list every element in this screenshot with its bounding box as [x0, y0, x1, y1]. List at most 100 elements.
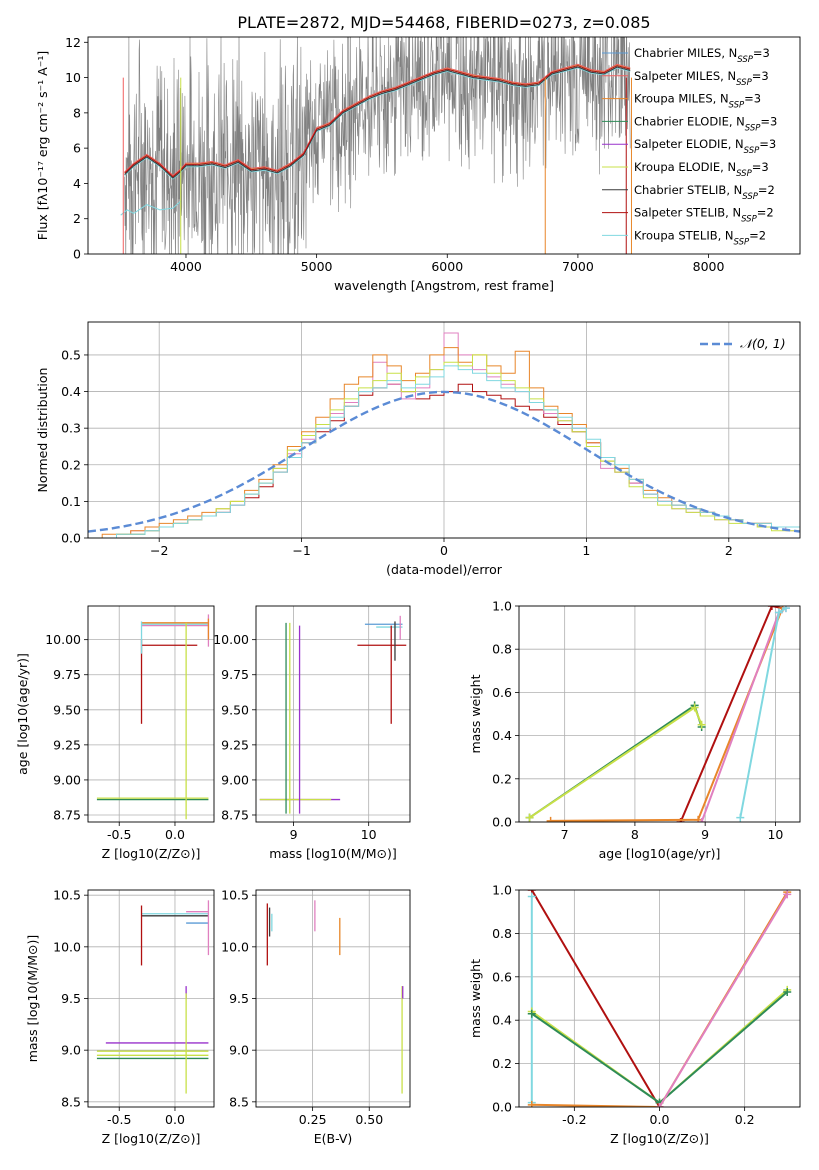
y-tick-label: 0.8: [492, 926, 512, 941]
panel-mass_vs_Z: -0.5 0.0 8.5 9.0 9.5 10.0 10.5 Z [log10(Z/Z⊙)] m…: [25, 888, 215, 1146]
y-tick-label: 12: [65, 35, 81, 50]
y-tick-label: 8.75: [53, 807, 81, 822]
series-marker: [697, 818, 706, 822]
y-tick-label: 0.3: [61, 421, 81, 436]
x-tick-label: -0.5: [107, 1112, 131, 1127]
y-tick-label: 2: [73, 211, 81, 226]
series-marker: [527, 892, 536, 901]
y-tick-label: 8.5: [61, 1094, 81, 1109]
y-axis-label: mass weight: [468, 959, 483, 1038]
series-line-kroupa_stelib: [739, 607, 787, 818]
y-tick-label: 8: [73, 105, 81, 120]
y-tick-label: 4: [73, 176, 81, 191]
x-axis-label: Z [log10(Z/Z⊙)]: [610, 1131, 709, 1146]
x-axis-label: (data-model)/error: [386, 562, 503, 577]
y-tick-label: 0.0: [492, 815, 512, 830]
x-tick-label: 0.2: [735, 1112, 755, 1127]
series-marker: [783, 987, 792, 996]
x-tick-label: 0.0: [165, 827, 185, 842]
series-marker: [783, 890, 792, 899]
y-tick-label: 0.2: [61, 457, 81, 472]
y-tick-label: 9.00: [221, 772, 249, 787]
x-axis-label: Z [log10(Z/Z⊙)]: [102, 1131, 201, 1146]
y-tick-label: 9.0: [229, 1043, 249, 1058]
axes-frame: [255, 889, 411, 1108]
axes-frame: [518, 605, 801, 823]
x-tick-label: 10: [767, 827, 783, 842]
x-tick-label: 0.50: [355, 1112, 383, 1127]
x-tick-label: 0.0: [650, 1112, 670, 1127]
x-tick-label: -0.5: [107, 827, 131, 842]
y-axis-label: mass weight: [468, 674, 483, 753]
y-tick-label: 9.0: [61, 1043, 81, 1058]
x-tick-label: 0: [440, 543, 448, 558]
y-tick-label: 9.25: [53, 737, 81, 752]
series-line-salpeter_stelib: [530, 890, 661, 1107]
y-tick-label: 9.5: [61, 991, 81, 1006]
y-tick-label: 0.4: [492, 1013, 512, 1028]
legend-label: Kroupa STELIB, NSSP=2: [634, 228, 766, 247]
series-line-salpeter_stelib: [679, 606, 783, 822]
x-tick-label: 7000: [562, 259, 594, 274]
y-tick-label: 0.4: [61, 384, 81, 399]
x-axis-label: E(B-V): [314, 1131, 353, 1146]
x-tick-label: 5000: [301, 259, 333, 274]
legend-label: Chabrier STELIB, NSSP=2: [634, 183, 775, 202]
y-tick-label: 6: [73, 141, 81, 156]
x-tick-label: 0.25: [299, 1112, 327, 1127]
series-marker: [767, 606, 776, 610]
series-line-kroupa_elodie: [528, 705, 703, 819]
x-tick-label: 2: [725, 543, 733, 558]
plot-area: [525, 606, 790, 822]
series-marker: [690, 703, 699, 712]
series-marker: [655, 1103, 664, 1107]
panel-age_vs_mass: 9 10 8.75 9.00 9.25 9.50 9.75 10.00 mass [log10(…: [213, 605, 411, 861]
axes-frame: [87, 889, 215, 1108]
model-curve-salpeter_stelib: [124, 65, 631, 178]
model-curve-salpeter_miles: [124, 63, 631, 177]
axes-frame: [255, 605, 411, 823]
y-tick-label: 10.5: [53, 888, 81, 903]
chart-panels: 4000 5000 6000 7000 8000024681012wavelength …: [15, 35, 801, 1146]
panel-massweight_vs_age: 7 8 9 10 0.0 0.2 0.4 0.6 0.8 1.0 age [log10(age/yr…: [468, 599, 801, 861]
y-axis-label: Normed distribution: [35, 368, 50, 493]
series-marker: [525, 813, 534, 822]
x-tick-label: -0.2: [562, 1112, 586, 1127]
x-tick-label: 4000: [170, 259, 202, 274]
series-line-kroupa_miles: [550, 607, 784, 822]
series-line-pink: [658, 893, 789, 1107]
series-marker: [736, 813, 745, 822]
y-tick-label: 10: [65, 70, 81, 85]
series-marker: [781, 606, 790, 613]
x-tick-label: 1: [582, 543, 590, 558]
x-axis-label: mass [log10(M/M⊙)]: [269, 846, 397, 861]
series-marker: [694, 815, 703, 822]
y-tick-label: 9.25: [221, 737, 249, 752]
y-tick-label: 0.1: [61, 494, 81, 509]
plot-area: [266, 900, 404, 1094]
x-tick-label: 8: [631, 827, 639, 842]
y-tick-label: 1.0: [492, 599, 512, 614]
model-curve-blue-segment: [120, 200, 182, 216]
y-tick-label: 8.75: [221, 807, 249, 822]
y-tick-label: 9.00: [53, 772, 81, 787]
y-tick-label: 0.5: [61, 347, 81, 362]
legend-label: Chabrier ELODIE, NSSP=3: [634, 114, 777, 133]
x-tick-label: −1: [292, 543, 310, 558]
axes-frame: [87, 605, 215, 823]
axes-frame: [87, 321, 801, 539]
y-tick-label: 10.00: [213, 632, 249, 647]
series-marker: [774, 608, 783, 617]
legend-label: Kroupa MILES, NSSP=3: [634, 92, 761, 111]
x-tick-label: −2: [150, 543, 168, 558]
y-tick-label: 0.6: [492, 685, 512, 700]
x-axis-label: Z [log10(Z/Z⊙)]: [102, 846, 201, 861]
plot-area: [120, 37, 632, 254]
y-tick-label: 10.0: [221, 939, 249, 954]
y-tick-label: 1.0: [492, 883, 512, 898]
y-tick-label: 9.75: [221, 667, 249, 682]
y-tick-label: 9.5: [229, 991, 249, 1006]
x-axis-label: wavelength [Angstrom, rest frame]: [334, 278, 554, 293]
y-tick-label: 8.5: [229, 1094, 249, 1109]
